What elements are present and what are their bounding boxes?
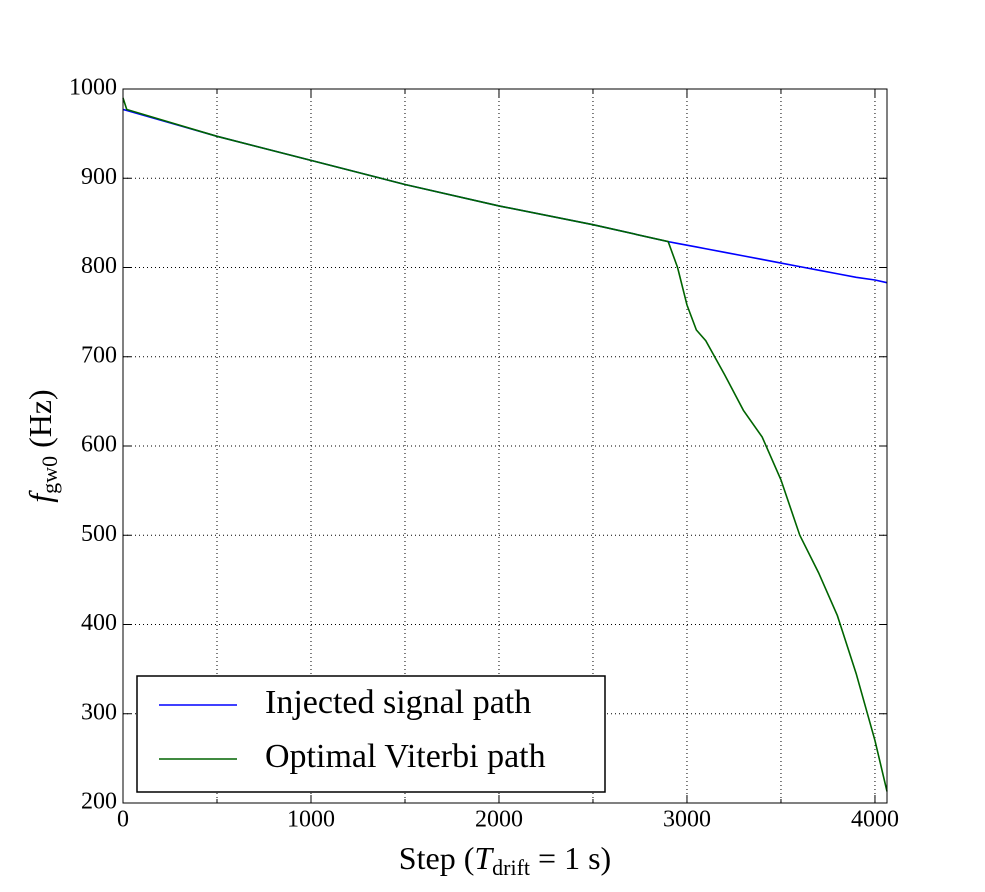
y-tick-label: 1000 (69, 75, 117, 101)
y-tick-label: 700 (81, 342, 117, 368)
x-label-part: Step ( (399, 840, 475, 876)
y-tick-label: 300 (81, 699, 117, 725)
series-line (122, 108, 888, 284)
y-tick-label: 900 (81, 164, 117, 190)
y-label-part: gw0 (37, 456, 62, 494)
x-tick-label: 2000 (475, 807, 523, 833)
x-axis-label: Step (Tdrift = 1 s) (399, 840, 611, 880)
y-label-part: (Hz) (22, 389, 58, 456)
y-tick-label: 400 (81, 610, 117, 636)
y-tick-label: 800 (81, 253, 117, 279)
legend-box (136, 675, 606, 793)
x-tick-label: 1000 (287, 807, 335, 833)
y-tick-label: 600 (81, 432, 117, 458)
x-label-part: drift (492, 855, 530, 880)
y-axis-label: fgw0 (Hz) (22, 389, 62, 502)
legend-label: Optimal Viterbi path (265, 738, 546, 775)
x-label-part: T (474, 840, 494, 876)
y-tick-label: 500 (81, 521, 117, 547)
plot-frame (122, 88, 888, 804)
legend-label: Injected signal path (265, 684, 531, 721)
y-tick-label: 200 (81, 789, 117, 815)
x-tick-label: 0 (117, 807, 129, 833)
x-tick-label: 3000 (663, 807, 711, 833)
x-label-part: = 1 s) (530, 840, 611, 876)
series-line (122, 97, 888, 792)
x-tick-label: 4000 (851, 807, 899, 833)
